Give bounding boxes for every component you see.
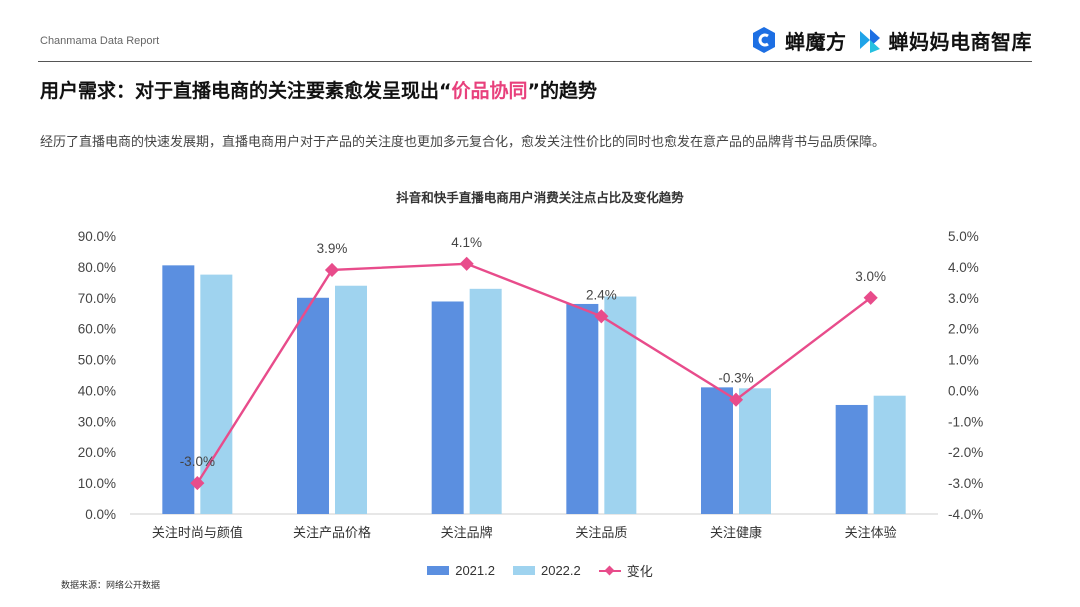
left-axis-tick-label: 40.0% xyxy=(78,383,116,398)
bar-2021-2 xyxy=(297,297,329,514)
chanmama-logo-icon xyxy=(859,29,880,53)
right-axis-tick-label: -3.0% xyxy=(948,476,983,491)
bar-2022-2 xyxy=(200,274,233,514)
right-axis-tick-label: 4.0% xyxy=(948,260,979,275)
change-point-marker xyxy=(190,476,205,491)
bar-2021-2 xyxy=(162,265,195,514)
title-quote-open: “ xyxy=(439,80,452,102)
left-axis-tick-label: 80.0% xyxy=(78,260,116,275)
bar-2021-2 xyxy=(835,404,868,514)
change-point-marker xyxy=(863,290,878,305)
right-axis-tick-label: 1.0% xyxy=(948,353,979,368)
brand-one-text: 蝉魔方 xyxy=(785,29,847,54)
left-axis-tick-label: 10.0% xyxy=(78,476,116,491)
brand-logos: 蝉魔方 蝉妈妈电商智库 xyxy=(749,22,1032,58)
legend-swatch-2022 xyxy=(512,566,535,575)
left-axis-tick-label: 30.0% xyxy=(78,414,116,429)
legend-label-2022: 2022.2 xyxy=(540,563,581,578)
change-data-label: 4.1% xyxy=(451,235,482,250)
legend-label-change: 变化 xyxy=(626,564,653,579)
report-label: Chanmama Data Report xyxy=(40,35,160,47)
title-suffix: 的趋势 xyxy=(540,80,598,102)
brand-logo-chanmofang: 蝉魔方 xyxy=(749,25,847,55)
title-highlight: 价品协同 xyxy=(451,80,528,102)
change-point-marker xyxy=(728,392,744,407)
legend-item-2022: 2022.2 xyxy=(512,561,581,580)
bar-2022-2 xyxy=(335,285,367,514)
change-data-label: 3.9% xyxy=(317,241,348,256)
change-line xyxy=(196,262,872,484)
x-axis-category-label: 关注体验 xyxy=(845,525,897,540)
right-axis-tick-label: -2.0% xyxy=(948,445,983,460)
source-note: 数据来源：网络公开数据 xyxy=(61,581,161,591)
left-axis-tick-label: 50.0% xyxy=(78,353,116,368)
right-axis-tick-label: -4.0% xyxy=(948,507,983,522)
change-point-marker xyxy=(594,309,609,324)
bar-2022-2 xyxy=(873,395,906,514)
left-axis-tick-label: 90.0% xyxy=(78,229,116,244)
change-data-label: 2.4% xyxy=(586,287,617,302)
right-axis-tick-label: 5.0% xyxy=(948,229,979,244)
header-divider xyxy=(38,61,1032,62)
chart-title: 抖音和快手直播电商用户消费关注点占比及变化趋势 xyxy=(396,190,684,205)
legend-swatch-change xyxy=(598,566,621,576)
bar-2022-2 xyxy=(739,388,771,514)
change-data-label: -0.3% xyxy=(718,371,753,386)
change-data-label: 3.0% xyxy=(855,269,886,284)
chart-legend: 2021.2 2022.2 变化 xyxy=(0,561,1080,580)
x-axis-category-label: 关注品质 xyxy=(575,525,627,540)
change-point-marker xyxy=(459,256,474,271)
bar-2021-2 xyxy=(701,387,733,514)
left-axis-tick-label: 70.0% xyxy=(78,291,116,306)
change-point-marker xyxy=(324,262,340,278)
bar-2022-2 xyxy=(469,288,502,514)
brand-logo-chanmama: 蝉妈妈电商智库 xyxy=(857,25,1033,55)
legend-item-2021: 2021.2 xyxy=(427,561,495,580)
x-axis-category-label: 关注时尚与颜值 xyxy=(152,525,243,540)
bar-2022-2 xyxy=(604,296,637,514)
right-axis-tick-label: -1.0% xyxy=(948,414,983,429)
intro-paragraph: 经历了直播电商的快速发展期，直播电商用户对于产品的关注度也更加多元复合化，愈发关… xyxy=(40,135,886,150)
right-axis-tick-label: 2.0% xyxy=(948,322,979,337)
legend-item-change: 变化 xyxy=(598,561,653,580)
right-axis-tick-label: 3.0% xyxy=(948,291,979,306)
page-title: 用户需求：对于直播电商的关注要素愈发呈现出“价品协同”的趋势 xyxy=(40,76,597,103)
x-axis-category-label: 关注品牌 xyxy=(441,525,493,540)
legend-swatch-2021 xyxy=(427,566,450,575)
x-axis-category-label: 关注健康 xyxy=(710,525,762,540)
right-axis-tick-label: 0.0% xyxy=(948,383,979,398)
legend-label-2021: 2021.2 xyxy=(455,563,495,578)
title-prefix: 用户需求：对于直播电商的关注要素愈发呈现出 xyxy=(40,80,440,102)
bar-2021-2 xyxy=(566,303,599,514)
bar-2021-2 xyxy=(431,301,464,514)
brand-two-text: 蝉妈妈电商智库 xyxy=(888,29,1032,54)
left-axis-tick-label: 0.0% xyxy=(85,507,116,522)
change-data-label: -3.0% xyxy=(180,454,215,469)
x-axis-category-label: 关注产品价格 xyxy=(293,525,371,540)
left-axis-tick-label: 60.0% xyxy=(78,322,116,337)
chanmofang-logo-icon xyxy=(753,27,775,53)
title-quote-close: ” xyxy=(527,80,541,102)
left-axis-tick-label: 20.0% xyxy=(78,445,116,460)
